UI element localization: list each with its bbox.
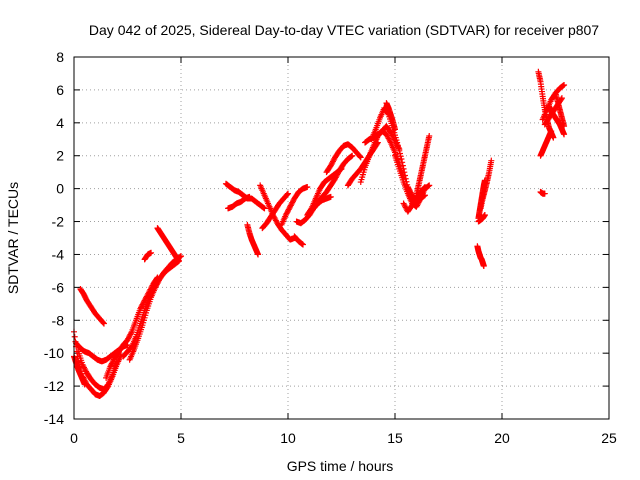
y-tick-label: -2 xyxy=(52,214,65,230)
data-point xyxy=(394,139,401,146)
data-point xyxy=(261,205,268,212)
data-point xyxy=(349,152,356,159)
y-tick-label: -4 xyxy=(52,246,65,262)
data-point xyxy=(421,183,428,190)
y-tick-label: -10 xyxy=(44,345,64,361)
data-point xyxy=(285,190,291,197)
data-points xyxy=(71,68,568,399)
y-tick-label: -8 xyxy=(52,312,65,328)
data-point xyxy=(396,147,403,154)
data-point xyxy=(148,249,155,256)
y-tick-label: -12 xyxy=(44,378,64,394)
data-point xyxy=(426,182,433,189)
grid xyxy=(74,57,609,419)
data-point xyxy=(548,128,555,135)
data-point xyxy=(100,319,107,326)
data-point xyxy=(397,153,404,160)
x-tick-label: 15 xyxy=(387,430,403,446)
plot-frame xyxy=(73,56,610,420)
x-axis-label: GPS time / hours xyxy=(287,458,394,474)
y-tick-label: 6 xyxy=(56,82,64,98)
chart-title: Day 042 of 2025, Sidereal Day-to-day VTE… xyxy=(89,22,599,38)
data-point xyxy=(304,183,311,190)
data-point xyxy=(284,191,291,198)
data-point xyxy=(128,330,135,337)
y-tick-label: -6 xyxy=(52,279,65,295)
y-tick-label: 4 xyxy=(56,115,64,131)
data-point xyxy=(421,184,428,191)
data-point xyxy=(401,169,408,176)
tick-labels: 0 5 10 15 20 25 -14 -12 -10 -8 -6 -4 -2 0 2 4 6 8 xyxy=(44,49,617,446)
x-tick-label: 20 xyxy=(494,430,510,446)
data-point xyxy=(561,131,568,138)
axis-ticks xyxy=(73,56,610,420)
data-point xyxy=(426,132,433,139)
data-point xyxy=(480,262,487,269)
data-point xyxy=(246,193,253,200)
data-point xyxy=(71,333,78,340)
data-point xyxy=(255,251,262,258)
data-point xyxy=(561,123,568,130)
data-point xyxy=(327,193,334,200)
data-point xyxy=(175,258,182,265)
y-tick-label: 8 xyxy=(56,49,64,65)
y-tick-label: 0 xyxy=(56,181,64,197)
data-point xyxy=(541,190,548,197)
x-tick-label: 5 xyxy=(177,430,185,446)
data-point xyxy=(561,81,568,88)
data-point xyxy=(357,154,364,161)
data-point xyxy=(357,153,364,160)
data-point xyxy=(421,192,428,199)
data-point xyxy=(402,175,409,182)
data-point xyxy=(392,126,398,133)
x-tick-label: 0 xyxy=(70,430,78,446)
data-point xyxy=(399,162,406,169)
data-point xyxy=(398,156,405,163)
data-point xyxy=(81,381,88,388)
y-tick-label: 2 xyxy=(56,148,64,164)
data-point xyxy=(394,142,401,149)
data-point xyxy=(481,211,488,218)
x-tick-label: 25 xyxy=(601,430,617,446)
y-tick-label: -14 xyxy=(44,411,64,427)
x-tick-label: 10 xyxy=(280,430,296,446)
data-point xyxy=(396,150,403,157)
data-point xyxy=(488,157,495,164)
y-axis-label: SDTVAR / TECUs xyxy=(5,182,21,294)
data-point xyxy=(100,320,107,327)
data-point xyxy=(299,241,306,248)
data-point xyxy=(395,145,402,152)
